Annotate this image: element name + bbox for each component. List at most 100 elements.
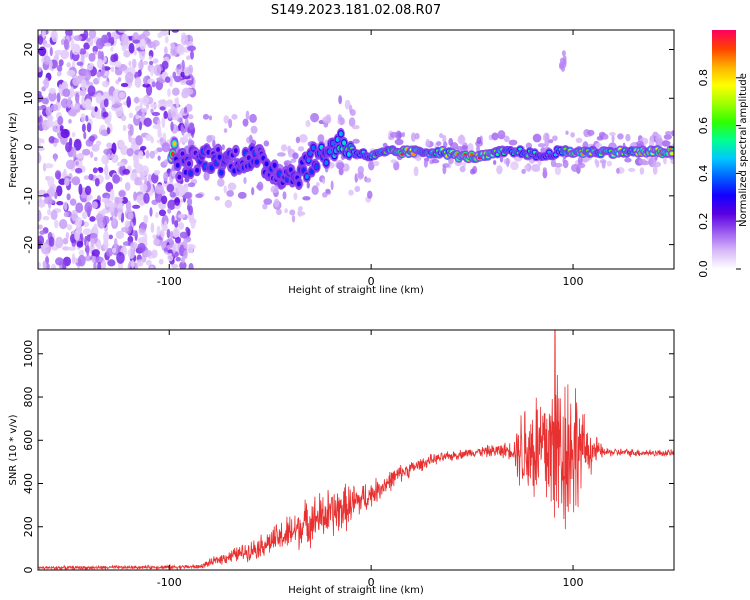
spectrogram-cell [71, 146, 77, 159]
spectrogram-cell [185, 226, 190, 233]
spectrogram-cell [83, 30, 89, 40]
spectrogram-cell [127, 212, 134, 220]
spectrogram-cell [56, 201, 64, 206]
spectrogram-cell [44, 163, 54, 169]
spectrogram-cell [169, 231, 174, 239]
spectrogram-cell [141, 165, 150, 176]
spectrogram-cell [81, 211, 88, 220]
spectrogram-cell [306, 181, 310, 189]
spectrogram-cell [128, 112, 134, 119]
spectrogram-cell [76, 240, 84, 248]
spectrogram-cell [88, 135, 96, 142]
spectrogram-cell [43, 55, 51, 66]
spectrogram-cell [161, 116, 166, 129]
spectrogram-cell [186, 55, 191, 61]
spectrogram-cell [671, 130, 674, 137]
spectrogram-cell [70, 39, 75, 52]
spectrogram-cell [448, 157, 454, 165]
spectrogram-cell [161, 142, 171, 153]
snr-xtick-label: -100 [157, 576, 182, 589]
spectrogram-cell [38, 35, 44, 45]
spectrogram-cell [221, 144, 225, 151]
spectrogram-cell [38, 261, 42, 269]
spectrogram-cell [151, 81, 156, 88]
spectrogram-cell [373, 160, 380, 167]
spectrogram-cell [663, 156, 667, 165]
spectrogram-cell [96, 71, 102, 78]
spectrogram-cell [38, 235, 45, 246]
spectrogram-cell [62, 246, 70, 251]
spectrogram-cell [327, 149, 332, 155]
spectrogram-cell [297, 207, 302, 218]
spectrogram-cell [45, 106, 53, 117]
spectrogram-cell [624, 157, 632, 163]
spectrogram-cell [152, 124, 161, 130]
spectrogram-cell [346, 151, 351, 157]
spectrogram-cell [325, 188, 331, 194]
spectrogram-cell [107, 259, 116, 267]
spectrogram-cell [140, 107, 148, 113]
spectrogram-cell [553, 162, 563, 168]
spectrogram-cell [162, 132, 167, 141]
spectrogram-cell [38, 66, 42, 73]
spectrogram-cell [121, 33, 129, 46]
spectrogram-cell [108, 111, 112, 123]
spectrogram-cell [219, 169, 224, 175]
spectrogram-cell [248, 134, 253, 143]
spectrogram-cell [186, 197, 193, 207]
spectrogram-cell [217, 154, 222, 160]
spectrogram-cell [491, 132, 499, 141]
spectrogram-cell [68, 119, 72, 124]
spectrogram-cell [68, 246, 77, 251]
spectrogram-cell [195, 193, 204, 199]
spectrogram-cell [401, 131, 406, 138]
spectrogram-cell [167, 254, 174, 262]
spectrogram-cell [38, 137, 43, 144]
spectrogram-cell [47, 114, 54, 122]
spectrogram-cell [625, 133, 631, 142]
spectrogram-cell [656, 137, 663, 143]
spectrogram-cell [172, 243, 176, 254]
spectrogram-cell [58, 218, 68, 230]
spectrogram-cell [311, 185, 319, 196]
spectrogram-cell [73, 139, 82, 151]
spectrogram-cell [118, 140, 125, 149]
spectrogram-cell [174, 97, 179, 104]
spectrogram-cell [114, 207, 118, 218]
spectrogram-cell [338, 95, 343, 105]
spectrogram-cell [576, 162, 586, 169]
spectrogram-cell [86, 196, 91, 202]
spectrogram-cell [177, 174, 182, 180]
spectrogram-cell [161, 60, 169, 70]
spectrogram-cell [95, 256, 104, 264]
spectrogram-cell [103, 71, 110, 77]
spectrogram-cell [116, 251, 125, 264]
spectrogram-cell [178, 222, 185, 230]
spectrogram-cell [393, 160, 400, 171]
spectrogram-cell [95, 113, 104, 120]
spectrogram-cell [72, 77, 81, 86]
spectrogram-cell [69, 86, 75, 98]
spectrogram-cell [292, 152, 299, 160]
spectrogram-cell [184, 88, 194, 95]
spectrogram-cell [282, 191, 287, 200]
spectrogram-cell [139, 97, 143, 110]
spectrogram-cell [111, 247, 117, 254]
spectrogram-cell [81, 95, 85, 107]
spectrogram-cell [160, 229, 165, 238]
snr-frame [37, 329, 675, 571]
spectrogram-cell [324, 160, 329, 166]
spectrogram-cell [143, 192, 150, 204]
spectrogram-cell [137, 242, 146, 253]
spectrogram-cell [587, 129, 595, 136]
spectrogram-cell [297, 146, 305, 152]
spectrogram-cell [663, 134, 672, 140]
spectrogram-cell [48, 236, 55, 247]
spectrogram-cell [132, 39, 141, 44]
spectrogram-cell [181, 135, 188, 143]
spectrogram-cell [85, 98, 92, 109]
spectrogram-cell [206, 135, 213, 143]
spectrogram-cell [151, 249, 158, 259]
spectrogram-cell [394, 138, 404, 146]
